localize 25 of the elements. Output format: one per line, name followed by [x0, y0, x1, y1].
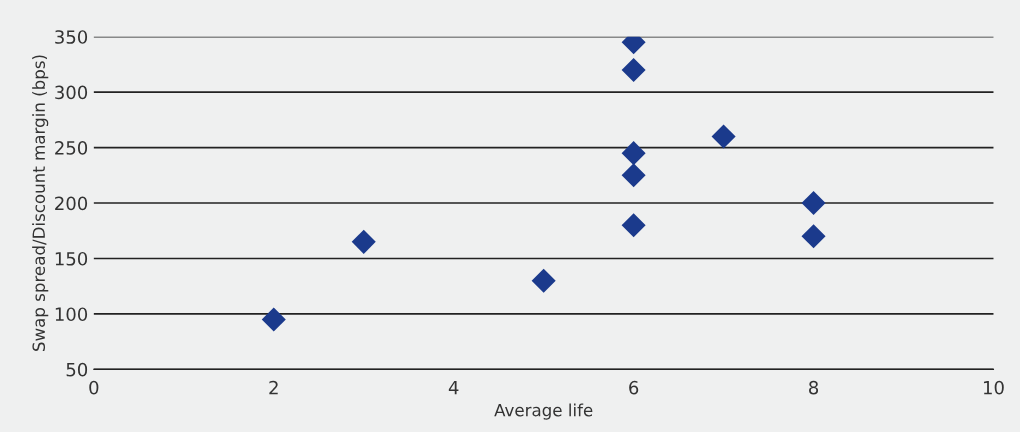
point [531, 268, 556, 293]
point [711, 124, 736, 149]
point [621, 213, 646, 238]
point [801, 224, 826, 249]
x-tick-label: 0 [89, 380, 99, 395]
y-tick-label: 50 [66, 362, 88, 377]
x-tick-label: 6 [629, 380, 639, 395]
point [621, 141, 646, 166]
x-tick-label: 10 [983, 380, 1004, 395]
y-tick-label: 350 [55, 30, 88, 44]
y-axis-title: Swap spread/Discount margin (bps) [32, 55, 49, 351]
point [351, 229, 376, 254]
x-tick-label: 8 [809, 380, 819, 395]
y-tick-label: 300 [55, 85, 88, 100]
point [621, 163, 646, 188]
point [621, 57, 646, 83]
point [801, 191, 826, 216]
point [261, 307, 286, 332]
y-tick-label: 150 [55, 251, 88, 266]
y-tick-label: 250 [55, 141, 88, 155]
y-tick-label: 200 [55, 196, 88, 211]
x-axis-title: Average life [494, 403, 593, 420]
y-tick-label: 100 [55, 307, 88, 322]
x-tick-label: 4 [448, 381, 459, 395]
x-tick-label: 2 [269, 380, 278, 395]
